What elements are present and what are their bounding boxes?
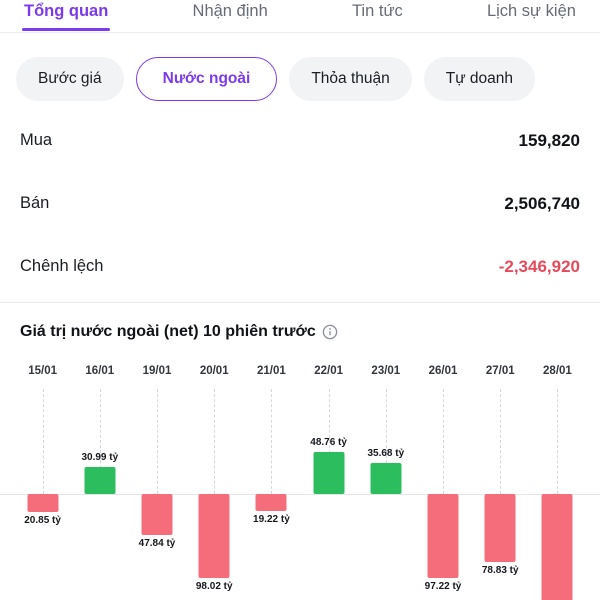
bar-negative[interactable] [484,494,516,562]
section-divider [0,302,600,303]
chart-date-label: 16/01 [85,365,115,377]
tab-tong-quan[interactable]: Tổng quan [22,0,111,31]
dashed-gridline [157,389,158,494]
chart-date-label: 20/01 [199,365,229,377]
chart-column: 30.99 tỷ [71,387,128,600]
dashed-gridline [328,389,330,494]
dashed-gridline [214,389,216,494]
stat-label: Chênh lệch [20,257,104,275]
stat-value: 2,506,740 [504,193,580,213]
bar-negative[interactable] [427,494,459,578]
tab-label: Tin tức [351,2,403,20]
bar-positive[interactable] [370,463,402,494]
bar-value-label: 48.76 tỷ [310,437,347,449]
chart-date-label: 26/01 [428,365,458,377]
chart-date-label: 21/01 [257,365,286,377]
chart-column: 20.85 tỷ [14,387,71,600]
dashed-gridline [99,389,101,494]
chart-section-header: Giá trị nước ngoài (net) 10 phiên trước [0,323,600,341]
tab-label: Tổng quan [24,2,109,20]
dashed-gridline [443,389,445,494]
chart-date-axis: 15/01 16/01 19/01 20/01 21/01 22/01 23/01 26/01… [0,365,600,387]
bar-value-label: 20.85 tỷ [24,514,61,526]
dashed-gridline [42,389,44,494]
bar-negative[interactable] [198,494,230,579]
chart-column: 78.83 tỷ [472,387,529,600]
chart-date-label: 19/01 [142,365,172,377]
top-tab-bar: Tổng quan Nhận định Tin tức Lịch sự kiện [0,0,600,33]
info-icon[interactable] [322,324,338,340]
stat-row-buy: Mua 159,820 [20,109,580,172]
chart-column: 98.02 tỷ [186,387,243,600]
bar-negative[interactable] [141,494,173,536]
bar-value-label: 30.99 tỷ [81,452,119,464]
active-tab-underline [22,27,111,31]
chart-column [529,387,586,600]
chart-column: 19.22 tỷ [243,387,300,600]
chip-label: Thỏa thuận [311,70,390,87]
chart-date-label: 22/01 [314,365,343,377]
stat-row-net: Chênh lệch -2,346,920 [20,235,580,298]
chip-label: Nước ngoài [162,70,251,87]
bar-value-label: 78.83 tỷ [481,564,519,576]
tab-tin-tuc[interactable]: Tin tức [350,0,405,30]
dashed-gridline [557,389,559,494]
stat-row-sell: Bán 2,506,740 [20,172,580,235]
bar-value-label: 98.02 tỷ [195,581,233,593]
foreign-stats-list: Mua 159,820 Bán 2,506,740 Chênh lệch -2,… [0,109,600,298]
chart-date-label: 23/01 [371,365,401,377]
tab-label: Lịch sự kiện [486,2,576,20]
dashed-gridline [500,389,502,494]
bar-value-label: 97.22 tỷ [424,580,462,592]
chart-plot-area: 20.85 tỷ 30.99 tỷ 47.84 tỷ 98.02 tỷ 19.22 tỷ… [0,387,600,600]
bar-positive[interactable] [313,452,345,494]
chart-column: 47.84 tỷ [128,387,185,600]
chart-column: 48.76 tỷ [300,387,357,600]
tab-label: Nhận định [192,2,268,20]
chip-label: Tự doanh [445,70,514,87]
zero-axis-line [0,494,600,495]
chip-nuoc-ngoai[interactable]: Nước ngoài [135,57,278,101]
bar-value-label: 47.84 tỷ [138,538,176,550]
bar-value-label: 35.68 tỷ [367,448,405,460]
chart-column: 97.22 tỷ [414,387,471,600]
bar-negative[interactable] [255,494,287,511]
chip-thoa-thuan[interactable]: Thỏa thuận [289,57,412,101]
foreign-net-bar-chart: 15/01 16/01 19/01 20/01 21/01 22/01 23/01 26/01… [0,365,600,600]
bar-negative[interactable] [27,494,59,512]
bar-positive[interactable] [84,467,116,494]
stat-label: Mua [20,131,53,149]
chart-date-label: 28/01 [543,365,572,377]
stat-value-negative: -2,346,920 [498,256,580,276]
stat-value: 159,820 [518,130,580,150]
tab-nhan-dinh[interactable]: Nhận định [191,0,270,30]
tab-lich-su-kien[interactable]: Lịch sự kiện [485,0,578,30]
bar-value-label: 19.22 tỷ [253,513,290,525]
dashed-gridline [271,389,273,494]
bar-negative[interactable] [541,494,573,600]
stat-label: Bán [20,194,50,212]
chip-buoc-gia[interactable]: Bước giá [16,57,124,101]
chip-label: Bước giá [38,70,102,87]
chart-date-label: 27/01 [485,365,515,377]
dashed-gridline [385,389,387,494]
chart-column: 35.68 tỷ [357,387,414,600]
chip-tu-doanh[interactable]: Tự doanh [423,57,536,101]
chart-section-title: Giá trị nước ngoài (net) 10 phiên trước [20,323,316,340]
filter-chip-row: Bước giá Nước ngoài Thỏa thuận Tự doanh [0,57,600,101]
chart-date-label: 15/01 [28,365,57,377]
